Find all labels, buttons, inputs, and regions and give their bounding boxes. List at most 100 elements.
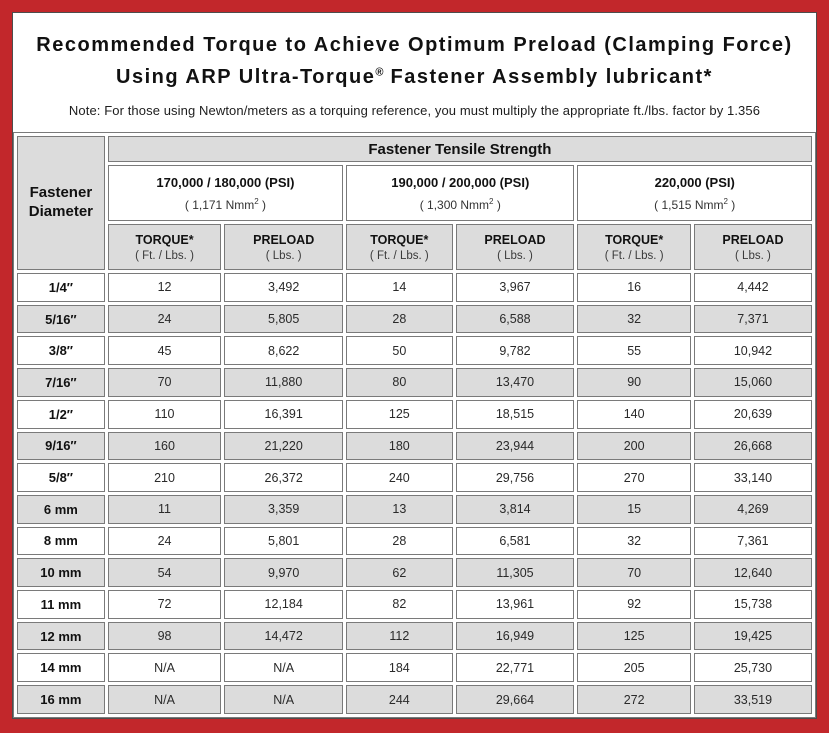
fastener-diameter-cell: 5/16″ — [17, 304, 105, 334]
preload-value-cell: N/A — [224, 685, 344, 714]
torque-value-cell: 72 — [107, 590, 222, 619]
fastener-diameter-cell: 16 mm — [17, 685, 105, 714]
note-text: Note: For those using Newton/meters as a… — [68, 103, 761, 118]
content-panel: Recommended Torque to Achieve Optimum Pr… — [12, 12, 817, 719]
preload-value-cell: 14,472 — [224, 621, 344, 651]
torque-value-cell: 272 — [577, 685, 691, 714]
torque-value-cell: 32 — [577, 304, 691, 334]
preload-value-cell: N/A — [224, 653, 344, 683]
fastener-diameter-cell: 7/16″ — [17, 368, 105, 397]
psi-group-170-180: 170,000 / 180,000 (PSI) ( 1,171 Nmm2 ) — [107, 165, 344, 221]
preload-value-cell: 16,391 — [224, 399, 344, 429]
torque-value-cell: 70 — [107, 368, 222, 397]
preload-value-cell: 5,805 — [224, 304, 344, 334]
torque-value-cell: 24 — [107, 304, 222, 334]
torque-value-cell: 184 — [346, 653, 453, 683]
preload-value-cell: 29,664 — [455, 685, 575, 714]
preload-value-cell: 18,515 — [455, 399, 575, 429]
torque-col-header: TORQUE* ( Ft. / Lbs. ) — [346, 224, 453, 270]
preload-value-cell: 5,801 — [224, 526, 344, 556]
torque-value-cell: 112 — [346, 621, 453, 651]
nmm-label: ( 1,515 Nmm2 ) — [654, 196, 736, 212]
psi-group-220: 220,000 (PSI) ( 1,515 Nmm2 ) — [577, 165, 812, 221]
torque-value-cell: 98 — [107, 621, 222, 651]
table-row: 6 mm 11 3,359 13 3,814 15 4,269 — [17, 494, 812, 524]
table-row: 7/16″ 70 11,880 80 13,470 90 15,060 — [17, 368, 812, 397]
torque-table: Fastener Diameter Fastener Tensile Stren… — [13, 132, 816, 718]
page-title: Recommended Torque to Achieve Optimum Pr… — [21, 29, 808, 93]
preload-value-cell: 13,470 — [455, 368, 575, 397]
torque-value-cell: N/A — [107, 653, 222, 683]
torque-value-cell: 270 — [577, 463, 691, 492]
torque-value-cell: 62 — [346, 558, 453, 588]
preload-value-cell: 26,372 — [224, 463, 344, 492]
torque-value-cell: 16 — [577, 273, 691, 302]
fastener-diameter-cell: 1/4″ — [17, 273, 105, 302]
preload-value-cell: 16,949 — [455, 621, 575, 651]
title-block: Recommended Torque to Achieve Optimum Pr… — [13, 13, 816, 132]
preload-value-cell: 9,970 — [224, 558, 344, 588]
preload-value-cell: 3,967 — [455, 273, 575, 302]
preload-value-cell: 19,425 — [693, 621, 812, 651]
table-row: 1/4″ 12 3,492 14 3,967 16 4,442 — [17, 273, 812, 302]
torque-value-cell: 200 — [577, 431, 691, 461]
torque-value-cell: 125 — [577, 621, 691, 651]
torque-value-cell: 110 — [107, 399, 222, 429]
registered-mark: ® — [375, 66, 384, 79]
torque-value-cell: 90 — [577, 368, 691, 397]
table-row: 1/2″ 110 16,391 125 18,515 140 20,639 — [17, 399, 812, 429]
torque-value-cell: 240 — [346, 463, 453, 492]
torque-value-cell: 45 — [107, 336, 222, 366]
psi-label: 170,000 / 180,000 (PSI) — [156, 174, 295, 190]
preload-value-cell: 4,269 — [693, 494, 812, 524]
torque-value-cell: 50 — [346, 336, 453, 366]
torque-col-header: TORQUE* ( Ft. / Lbs. ) — [577, 224, 691, 270]
torque-value-cell: 54 — [107, 558, 222, 588]
preload-value-cell: 33,140 — [693, 463, 812, 492]
preload-value-cell: 11,880 — [224, 368, 344, 397]
torque-value-cell: 12 — [107, 273, 222, 302]
preload-value-cell: 33,519 — [693, 685, 812, 714]
torque-value-cell: 55 — [577, 336, 691, 366]
preload-value-cell: 20,639 — [693, 399, 812, 429]
preload-value-cell: 6,581 — [455, 526, 575, 556]
psi-group-190-200: 190,000 / 200,000 (PSI) ( 1,300 Nmm2 ) — [346, 165, 575, 221]
torque-value-cell: 80 — [346, 368, 453, 397]
torque-value-cell: 205 — [577, 653, 691, 683]
torque-value-cell: 28 — [346, 304, 453, 334]
preload-value-cell: 25,730 — [693, 653, 812, 683]
table-row: 12 mm 98 14,472 112 16,949 125 19,425 — [17, 621, 812, 651]
torque-value-cell: 11 — [107, 494, 222, 524]
preload-value-cell: 23,944 — [455, 431, 575, 461]
preload-value-cell: 21,220 — [224, 431, 344, 461]
table-row: 3/8″ 45 8,622 50 9,782 55 10,942 — [17, 336, 812, 366]
preload-value-cell: 6,588 — [455, 304, 575, 334]
fastener-diameter-cell: 8 mm — [17, 526, 105, 556]
corner-header: Fastener Diameter — [17, 136, 105, 270]
preload-value-cell: 10,942 — [693, 336, 812, 366]
title-line2-end: Fastener Assembly lubricant* — [383, 66, 713, 88]
preload-col-header: PRELOAD ( Lbs. ) — [693, 224, 812, 270]
fastener-diameter-cell: 5/8″ — [17, 463, 105, 492]
fastener-diameter-cell: 12 mm — [17, 621, 105, 651]
torque-value-cell: 210 — [107, 463, 222, 492]
fastener-diameter-cell: 11 mm — [17, 590, 105, 619]
title-line2: Using ARP Ultra-Torque — [116, 66, 376, 88]
torque-value-cell: 70 — [577, 558, 691, 588]
title-line1: Recommended Torque to Achieve Optimum Pr… — [36, 34, 793, 56]
preload-value-cell: 3,359 — [224, 494, 344, 524]
preload-col-header: PRELOAD ( Lbs. ) — [455, 224, 575, 270]
torque-value-cell: 28 — [346, 526, 453, 556]
fastener-diameter-cell: 14 mm — [17, 653, 105, 683]
preload-value-cell: 7,371 — [693, 304, 812, 334]
table-row: 11 mm 72 12,184 82 13,961 92 15,738 — [17, 590, 812, 619]
table-row: 5/8″ 210 26,372 240 29,756 270 33,140 — [17, 463, 812, 492]
corner-line1: Fastener — [29, 184, 93, 202]
nmm-label: ( 1,300 Nmm2 ) — [419, 196, 501, 212]
table-row: 10 mm 54 9,970 62 11,305 70 12,640 — [17, 558, 812, 588]
torque-value-cell: 92 — [577, 590, 691, 619]
psi-label: 190,000 / 200,000 (PSI) — [391, 174, 530, 190]
nmm-label: ( 1,171 Nmm2 ) — [184, 196, 267, 212]
torque-value-cell: 180 — [346, 431, 453, 461]
torque-value-cell: 125 — [346, 399, 453, 429]
